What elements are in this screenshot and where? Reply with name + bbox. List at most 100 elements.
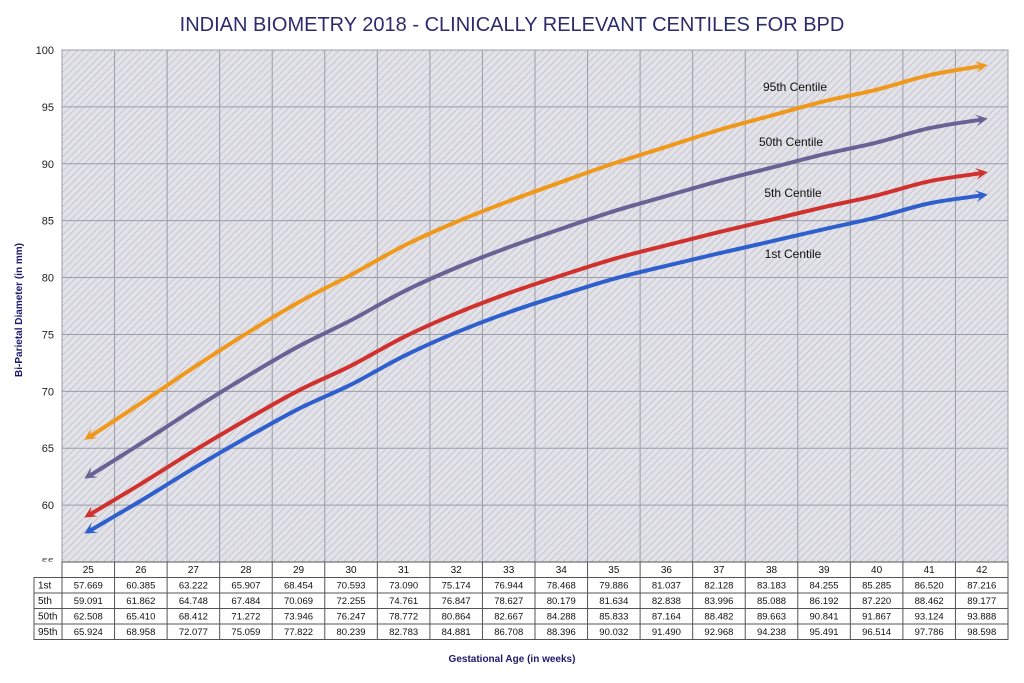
table-cell: 59.091: [74, 596, 103, 607]
series-line: [87, 193, 983, 534]
table-cell: 61.862: [126, 596, 155, 607]
series-label: 5th Centile: [764, 186, 822, 200]
table-cell: 64.748: [179, 596, 208, 607]
table-cell: 68.412: [179, 612, 208, 623]
table-cell: 78.772: [389, 612, 418, 623]
table-cell: 84.881: [442, 627, 471, 638]
x-tick-label: 37: [713, 565, 725, 576]
x-tick-label: 35: [608, 565, 620, 576]
series-layer: [84, 61, 988, 534]
table-cell: 73.090: [389, 581, 418, 592]
table-cell: 57.669: [74, 581, 103, 592]
table-cell: 72.255: [337, 596, 366, 607]
table-row-label: 5th: [38, 596, 52, 607]
series-5th: [84, 168, 988, 518]
table-cell: 72.077: [179, 627, 208, 638]
x-tick-label: 31: [398, 565, 410, 576]
table-cell: 76.944: [494, 581, 523, 592]
arrowhead: [974, 168, 988, 180]
table-corner: [33, 561, 62, 577]
table-cell: 82.783: [389, 627, 418, 638]
y-tick-label: 75: [42, 329, 54, 341]
x-tick-label: 34: [556, 565, 568, 576]
table-cell: 73.946: [284, 612, 313, 623]
table-cell: 82.838: [652, 596, 681, 607]
table-cell: 97.786: [915, 627, 944, 638]
x-tick-label: 29: [293, 565, 305, 576]
table-cell: 77.822: [284, 627, 313, 638]
table-cell: 91.490: [652, 627, 681, 638]
x-tick-label: 41: [924, 565, 936, 576]
table-cell: 65.907: [231, 581, 260, 592]
table-cell: 88.396: [547, 627, 576, 638]
table-cell: 92.968: [704, 627, 733, 638]
table-cell: 83.183: [757, 581, 786, 592]
series-1st: [84, 190, 988, 534]
table-cell: 82.128: [704, 581, 733, 592]
x-tick-label: 40: [871, 565, 883, 576]
series-label: 1st Centile: [765, 247, 822, 261]
series-label: 50th Centile: [759, 135, 823, 149]
table-cell: 68.958: [126, 627, 155, 638]
table-cell: 81.634: [599, 596, 628, 607]
table-cell: 87.220: [862, 596, 891, 607]
table-cell: 75.059: [231, 627, 260, 638]
table-cell: 96.514: [862, 627, 891, 638]
arrowhead: [84, 522, 98, 534]
chart-title: INDIAN BIOMETRY 2018 - CLINICALLY RELEVA…: [180, 14, 845, 36]
y-tick-label: 80: [42, 273, 54, 285]
table-cell: 90.032: [599, 627, 628, 638]
table-cell: 65.924: [74, 627, 103, 638]
series-line: [87, 63, 983, 440]
y-tick-label: 70: [42, 386, 54, 398]
data-table: 25 26 27 28 29 30 31 32 33 34 35 36 37 38 39 40 41 42 1st 5…: [33, 561, 1009, 640]
y-tick-label: 85: [42, 216, 54, 228]
x-tick-label: 36: [661, 565, 673, 576]
table-bg: [33, 561, 1009, 640]
y-tick-label: 100: [36, 45, 54, 57]
series-95th: [84, 61, 988, 440]
x-tick-label: 30: [345, 565, 357, 576]
arrowhead: [974, 61, 988, 73]
table-cell: 85.088: [757, 596, 786, 607]
y-tick-label: 95: [42, 102, 54, 114]
table-cell: 87.164: [652, 612, 681, 623]
y-axis-ticks: 556065707580859095100: [36, 45, 54, 569]
table-cell: 80.864: [442, 612, 471, 623]
table-cell: 70.593: [337, 581, 366, 592]
table-cell: 80.239: [337, 627, 366, 638]
arrowhead: [974, 114, 988, 127]
x-axis-label: Gestational Age (in weeks): [449, 654, 576, 665]
x-tick-label: 25: [83, 565, 95, 576]
x-tick-label: 33: [503, 565, 515, 576]
table-cell: 81.037: [652, 581, 681, 592]
table-cell: 65.410: [126, 612, 155, 623]
arrowhead: [84, 467, 98, 479]
table-cell: 86.708: [494, 627, 523, 638]
table-cell: 74.761: [389, 596, 418, 607]
arrowhead: [974, 190, 988, 203]
table-cell: 86.520: [915, 581, 944, 592]
series-labels: 1st Centile 5th Centile 50th Centile 95th C…: [759, 80, 827, 261]
x-tick-label: 38: [766, 565, 778, 576]
table-cell: 79.886: [599, 581, 628, 592]
table-cell: 68.454: [284, 581, 313, 592]
table-cell: 93.888: [967, 612, 996, 623]
table-cell: 91.867: [862, 612, 891, 623]
table-cell: 89.663: [757, 612, 786, 623]
table-cell: 76.247: [337, 612, 366, 623]
arrowhead: [84, 506, 98, 518]
table-cell: 82.667: [494, 612, 523, 623]
y-tick-label: 90: [42, 159, 54, 171]
table-cell: 84.255: [810, 581, 839, 592]
series-line: [87, 117, 983, 479]
x-tick-label: 27: [188, 565, 200, 576]
y-axis-label: Bi-Parietal Diameter (in mm): [14, 243, 25, 377]
table-cell: 93.124: [915, 612, 944, 623]
table-cell: 71.272: [231, 612, 260, 623]
series-line: [87, 171, 983, 518]
table-cell: 84.288: [547, 612, 576, 623]
table-cell: 75.174: [442, 581, 471, 592]
table-cell: 78.627: [494, 596, 523, 607]
